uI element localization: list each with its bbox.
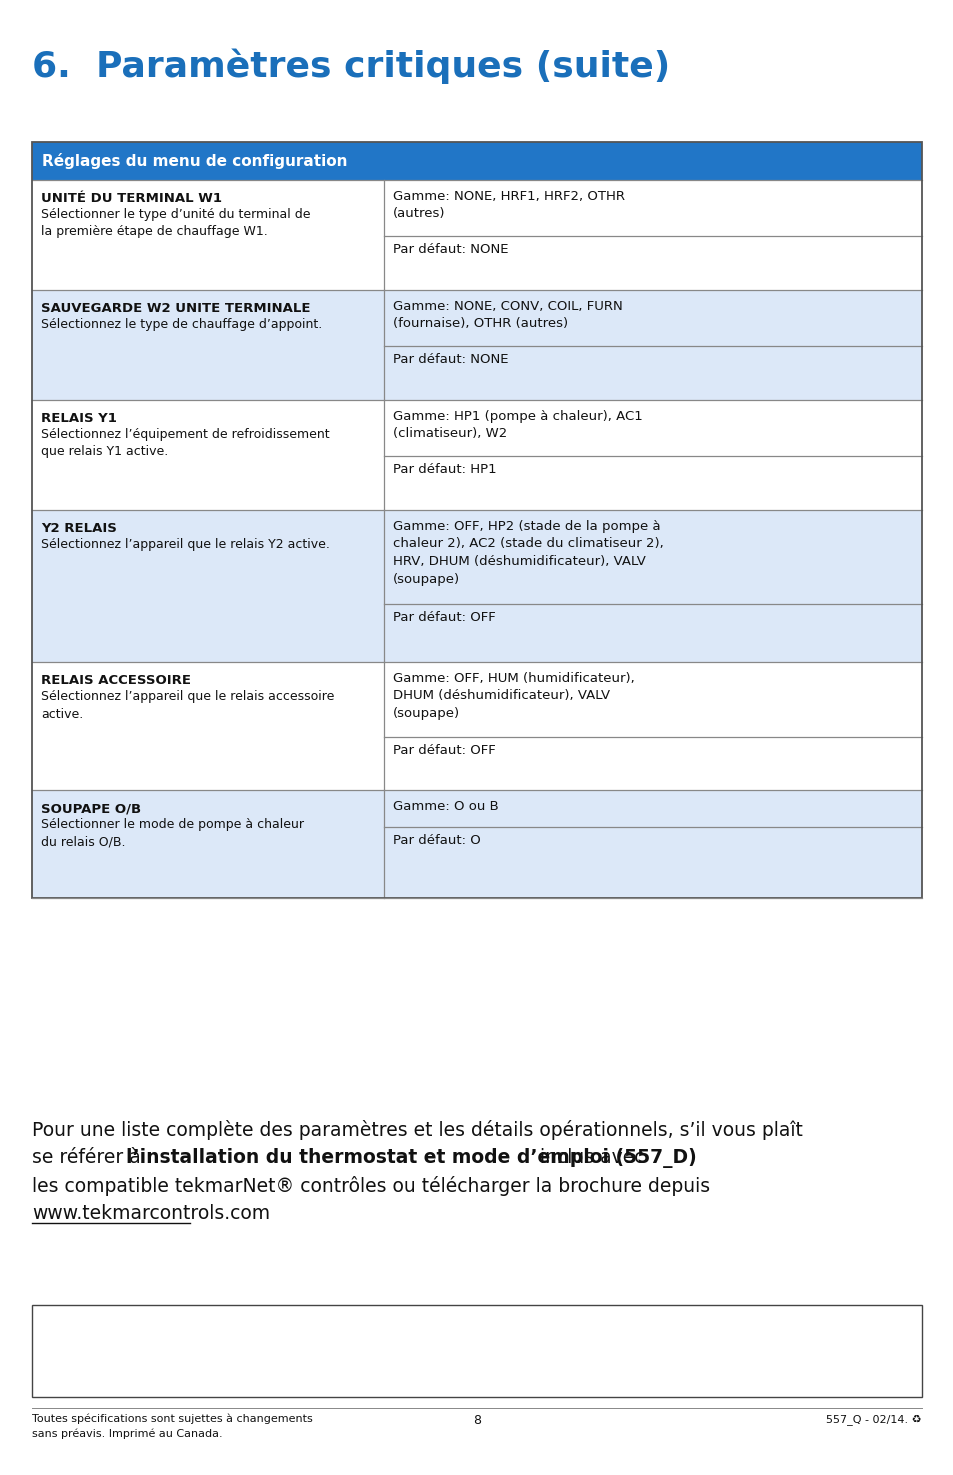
Text: Sélectionnez l’appareil que le relais Y2 active.: Sélectionnez l’appareil que le relais Y2…: [41, 538, 330, 552]
Bar: [32, 142, 921, 180]
Text: Gamme: O ou B: Gamme: O ou B: [392, 799, 497, 813]
Bar: [32, 510, 921, 662]
Text: Sélectionnez le type de chauffage d’appoint.: Sélectionnez le type de chauffage d’appo…: [41, 319, 322, 330]
Text: Réglages du menu de configuration: Réglages du menu de configuration: [42, 153, 347, 170]
Text: Par défaut: NONE: Par défaut: NONE: [392, 353, 508, 366]
Text: Gamme: OFF, HP2 (stade de la pompe à
chaleur 2), AC2 (stade du climatiseur 2),
H: Gamme: OFF, HP2 (stade de la pompe à cha…: [392, 521, 662, 586]
Text: Sélectionner le type d’unité du terminal de
la première étape de chauffage W1.: Sélectionner le type d’unité du terminal…: [41, 208, 310, 239]
Text: UNITÉ DU TERMINAL W1: UNITÉ DU TERMINAL W1: [41, 192, 222, 205]
Text: l’installation du thermostat et mode d’emploi (557_D): l’installation du thermostat et mode d’e…: [126, 1148, 696, 1168]
Bar: [32, 291, 921, 400]
Text: ®: ®: [126, 1316, 135, 1326]
Text: Gamme: HP1 (pompe à chaleur), AC1
(climatiseur), W2: Gamme: HP1 (pompe à chaleur), AC1 (clima…: [392, 410, 641, 441]
Bar: [32, 791, 921, 898]
Text: Par défaut: HP1: Par défaut: HP1: [392, 463, 496, 476]
Text: RELAIS Y1: RELAIS Y1: [41, 412, 117, 425]
Bar: [32, 400, 921, 510]
Text: www.tekmarcontrols.com: www.tekmarcontrols.com: [32, 1204, 270, 1223]
Text: Sélectionner le mode de pompe à chaleur
du relais O/B.: Sélectionner le mode de pompe à chaleur …: [41, 819, 304, 848]
Text: SAUVEGARDE W2 UNITE TERMINALE: SAUVEGARDE W2 UNITE TERMINALE: [41, 302, 310, 316]
Text: Par défaut: OFF: Par défaut: OFF: [392, 611, 495, 624]
Text: inclus avec: inclus avec: [533, 1148, 643, 1167]
Text: Par défaut: OFF: Par défaut: OFF: [392, 743, 495, 757]
Text: Y2 RELAIS: Y2 RELAIS: [41, 522, 117, 535]
Bar: [32, 662, 921, 791]
Text: Gamme: NONE, CONV, COIL, FURN
(fournaise), OTHR (autres): Gamme: NONE, CONV, COIL, FURN (fournaise…: [392, 299, 621, 330]
Text: Conception de produit, logiciel et littérature sont des droits réservés ©2014 pa: Conception de produit, logiciel et litté…: [177, 1314, 749, 1325]
Text: 557_Q - 02/14. ♻: 557_Q - 02/14. ♻: [825, 1415, 921, 1425]
Text: 8: 8: [473, 1415, 480, 1426]
Text: Par défaut: NONE: Par défaut: NONE: [392, 243, 508, 257]
Bar: [32, 142, 921, 898]
Text: B.C. Canada V1B 3K4, 250-545-7749, Téléc: 250-545-0650 Site Web: www.tekmarContr: B.C. Canada V1B 3K4, 250-545-7749, Téléc…: [177, 1348, 694, 1358]
Text: Control Systems: Control Systems: [40, 1361, 154, 1375]
Text: Par défaut: O: Par défaut: O: [392, 833, 479, 847]
Text: Gamme: OFF, HUM (humidificateur),
DHUM (déshumidificateur), VALV
(soupape): Gamme: OFF, HUM (humidificateur), DHUM (…: [392, 673, 634, 720]
Text: tekmar: tekmar: [40, 1316, 146, 1341]
Text: Pour une liste complète des paramètres et les détails opérationnels, s’il vous p: Pour une liste complète des paramètres e…: [32, 1120, 802, 1140]
Text: SOUPAPE O/B: SOUPAPE O/B: [41, 802, 141, 816]
Text: Ltd., Une Entreprise de Watts Water Technologies. Bureau Principal: 5100 Silver : Ltd., Une Entreprise de Watts Water Tech…: [177, 1330, 717, 1341]
Text: Toutes spécifications sont sujettes à changements
sans préavis. Imprimé au Canad: Toutes spécifications sont sujettes à ch…: [32, 1415, 313, 1438]
Text: Gamme: NONE, HRF1, HRF2, OTHR
(autres): Gamme: NONE, HRF1, HRF2, OTHR (autres): [392, 190, 624, 220]
Bar: [32, 1305, 921, 1397]
Text: se référer à: se référer à: [32, 1148, 147, 1167]
Text: les compatible tekmarNet® contrôles ou télécharger la brochure depuis: les compatible tekmarNet® contrôles ou t…: [32, 1176, 709, 1196]
Bar: [32, 180, 921, 291]
Text: 6.  Paramètres critiques (suite): 6. Paramètres critiques (suite): [32, 49, 670, 84]
Text: RELAIS ACCESSOIRE: RELAIS ACCESSOIRE: [41, 674, 191, 687]
Text: Sélectionnez l’équipement de refroidissement
que relais Y1 active.: Sélectionnez l’équipement de refroidisse…: [41, 428, 330, 459]
Text: Sélectionnez l’appareil que le relais accessoire
active.: Sélectionnez l’appareil que le relais ac…: [41, 690, 334, 720]
